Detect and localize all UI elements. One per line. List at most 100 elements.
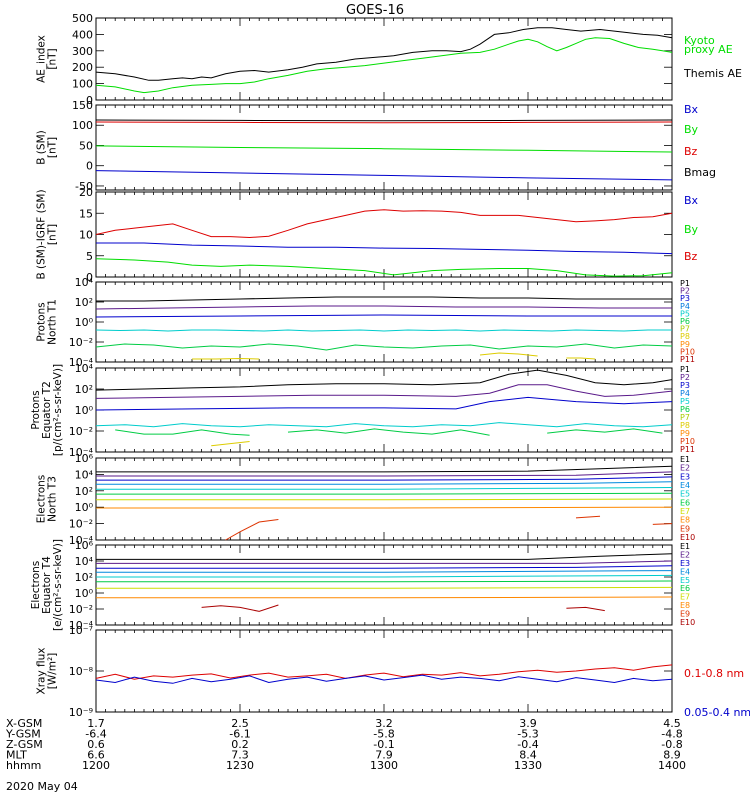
- series-line: [96, 586, 673, 589]
- y-axis-label: B (SM): [36, 130, 48, 164]
- series-line: [95, 674, 673, 684]
- series-line: [96, 481, 673, 485]
- y-tick-label: 10⁴: [75, 555, 94, 568]
- legend-entry: E7: [680, 593, 690, 602]
- panel-b_minus_igrf: 0 5 10 15 20 B (SM)-IGRF (SM) [nT] Bx By Bz: [36, 186, 699, 284]
- series-line: [96, 570, 673, 573]
- legend-entry: E3: [680, 559, 690, 568]
- y-axis-label: [nT]: [47, 48, 59, 69]
- legend-entry: By: [684, 123, 699, 136]
- y-axis-label: Xray flux: [36, 648, 48, 695]
- y-tick-label: 10⁴: [75, 468, 94, 481]
- series-line: [566, 357, 596, 360]
- ephemeris-value: -6.4: [85, 728, 106, 741]
- series-line: [95, 305, 672, 310]
- series-line: [566, 606, 605, 612]
- series-line: [95, 170, 673, 181]
- y-tick-label: 10⁻²: [69, 425, 93, 438]
- legend-entry: P9: [680, 340, 690, 349]
- ephemeris-value: 1200: [82, 759, 110, 772]
- legend-entry: E2: [680, 464, 690, 473]
- ephemeris-value: 8.4: [519, 749, 537, 762]
- legend-entry: E8: [680, 516, 690, 525]
- y-tick-label: 10⁻²: [69, 518, 93, 531]
- y-tick-label: 50: [79, 139, 93, 152]
- y-tick-label: 200: [72, 61, 93, 74]
- legend-entry: Bz: [684, 250, 698, 263]
- y-tick-label: 100: [72, 119, 93, 132]
- legend-entry: E10: [680, 533, 695, 542]
- legend-entry: E1: [680, 455, 690, 464]
- y-tick-label: 0: [86, 160, 93, 173]
- y-tick-label: 10⁻⁴: [69, 356, 94, 369]
- figure-title: GOES-16: [346, 3, 404, 18]
- legend-entry: P7: [680, 413, 690, 422]
- legend-entry: Bx: [684, 194, 699, 207]
- y-tick-label: 10⁴: [75, 276, 94, 289]
- series-line: [96, 492, 673, 495]
- y-axis-label: Equator T2: [41, 381, 53, 439]
- legend-entry: P2: [680, 287, 690, 296]
- legend-entry: E10: [680, 618, 695, 627]
- ephemeris-value: 3.9: [519, 717, 537, 730]
- y-axis-label: [nT]: [47, 224, 59, 245]
- series-line: [95, 396, 673, 411]
- series-line: [115, 429, 250, 436]
- legend-entry: P11: [680, 445, 695, 454]
- legend-entry: E5: [680, 576, 690, 585]
- y-axis-label: [p/(cm²-s-sr-keV)]: [52, 364, 64, 456]
- series-line: [211, 441, 250, 447]
- series-line: [96, 465, 673, 473]
- legend-entry: proxy AE: [684, 43, 733, 56]
- series-line: [96, 498, 673, 501]
- y-tick-label: 10⁻⁹: [69, 706, 93, 719]
- legend-entry: P4: [680, 302, 690, 311]
- series-line: [95, 119, 673, 122]
- legend-entry: E2: [680, 550, 690, 559]
- legend-entry: P11: [680, 355, 695, 364]
- series-line: [96, 242, 673, 255]
- panel-protons_t1: 10⁻⁴ 10⁻² 10⁰ 10² 10⁴ Protons North T1 P1P2P3P4…: [36, 276, 696, 369]
- series-line: [96, 553, 673, 560]
- y-tick-label: 10²: [75, 485, 93, 498]
- legend-entry: Themis AE: [683, 67, 742, 80]
- legend-entry: E6: [680, 498, 690, 507]
- legend-entry: Kyoto: [684, 34, 715, 47]
- legend-entry: E7: [680, 507, 690, 516]
- series-line: [95, 314, 672, 318]
- y-tick-label: 10: [79, 229, 93, 242]
- y-tick-label: 0: [86, 271, 93, 284]
- y-axis-label: B (SM)-IGRF (SM): [36, 189, 48, 279]
- y-axis-label: North T1: [47, 299, 59, 345]
- series-line: [95, 369, 673, 391]
- panel-b_sm: -50 0 50 100 150 B (SM) [nT] Bx By Bz Bmag: [36, 99, 717, 193]
- series-line: [96, 506, 673, 509]
- y-tick-label: 10⁻²: [69, 336, 93, 349]
- y-tick-label: 10²: [75, 296, 93, 309]
- y-tick-label: 20: [79, 186, 93, 199]
- y-tick-label: 15: [79, 207, 93, 220]
- y-tick-label: 100: [72, 78, 93, 91]
- y-tick-label: 10²: [75, 571, 93, 584]
- legend-entry: P9: [680, 429, 690, 438]
- panel-frame: [95, 281, 673, 363]
- series-line: [287, 428, 490, 436]
- ephemeris-value: -0.1: [373, 738, 394, 751]
- ephemeris-value: 7.9: [375, 749, 393, 762]
- y-tick-label: 10⁻⁴: [69, 534, 94, 547]
- y-tick-label: 10⁻²: [69, 603, 93, 616]
- y-tick-label: 500: [72, 12, 93, 25]
- y-axis-label: Protons: [36, 302, 48, 341]
- legend-entry: By: [684, 223, 699, 236]
- series-line: [652, 523, 673, 525]
- legend-entry: P3: [680, 381, 690, 390]
- y-tick-label: 10⁻⁴: [69, 619, 94, 632]
- legend-entry: 0.1-0.8 nm: [684, 667, 744, 680]
- series-line: [95, 664, 673, 680]
- legend-entry: E1: [680, 542, 690, 551]
- series-line: [95, 258, 673, 277]
